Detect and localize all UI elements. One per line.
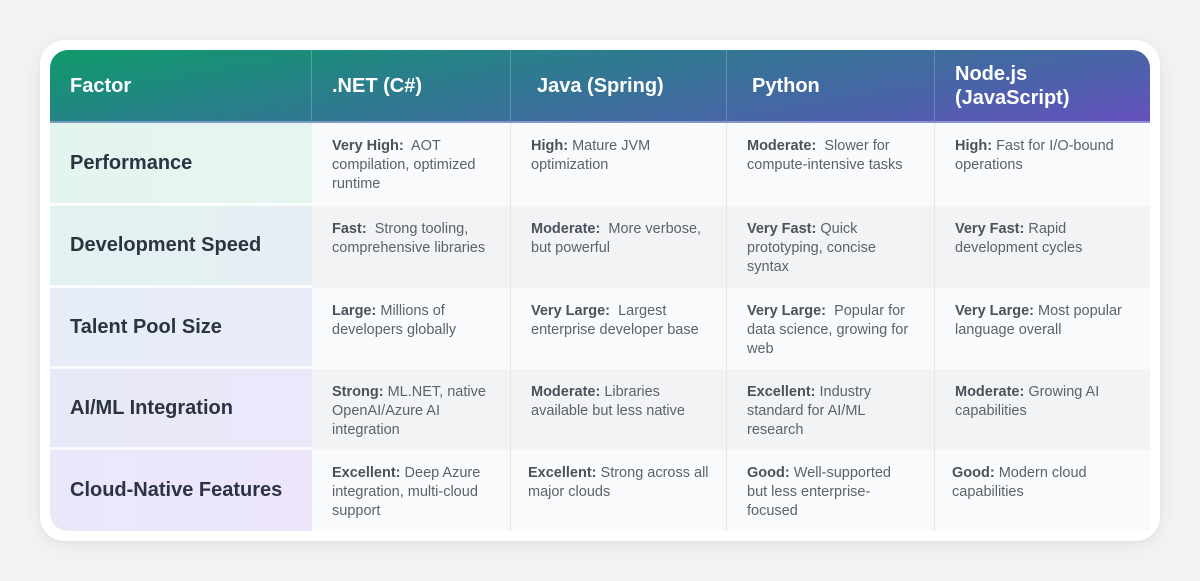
table-cell: Very Large: Popular for data science, gr…	[727, 288, 935, 369]
factor-ai-ml-integration: AI/ML Integration	[50, 369, 312, 450]
header-nodejs-label: Node.js (JavaScript)	[955, 62, 1070, 109]
table-cell: Strong: ML.NET, native OpenAI/Azure AI i…	[312, 369, 511, 450]
rating-label: Very Large:	[747, 303, 826, 319]
rating-label: Very Fast:	[955, 221, 1025, 237]
cell-text: Popular for data science, growing for we…	[747, 303, 909, 357]
table-cell: Moderate: Slower for compute-intensive t…	[727, 123, 935, 206]
rating-label: Very Fast:	[747, 221, 817, 237]
table-cell: Excellent: Industry standard for AI/ML r…	[727, 369, 935, 450]
header-python: Python	[727, 50, 935, 123]
table-cell: Good: Well-supported but less enterprise…	[727, 450, 935, 531]
rating-label: Good:	[747, 465, 790, 481]
cell-text: Quick prototyping, concise syntax	[747, 221, 876, 275]
header-nodejs: Node.js (JavaScript)	[935, 50, 1150, 123]
table-cell: Very High: AOT compilation, optimized ru…	[312, 123, 511, 206]
cell-text: Slower for compute-intensive tasks	[747, 138, 903, 173]
table-cell: High: Fast for I/O-bound operations	[935, 123, 1150, 206]
table-cell: Moderate: Growing AI capabilities	[935, 369, 1150, 450]
cell-text: More verbose, but powerful	[531, 221, 702, 256]
table-cell: Very Fast: Quick prototyping, concise sy…	[727, 206, 935, 288]
header-dotnet: .NET (C#)	[312, 50, 511, 123]
factor-performance: Performance	[50, 123, 312, 206]
rating-label: Moderate:	[747, 138, 817, 154]
rating-label: Fast:	[332, 221, 367, 237]
cell-text: Growing AI capabilities	[955, 384, 1100, 419]
table-cell: Excellent: Deep Azure integration, multi…	[312, 450, 511, 531]
cell-text: Strong tooling, comprehensive libraries	[332, 221, 486, 256]
rating-label: High:	[531, 138, 569, 154]
cell-text: Most popular language overall	[955, 303, 1122, 338]
cell-text: Rapid development cycles	[955, 221, 1083, 256]
header-gradient	[50, 50, 1150, 123]
rating-label: Excellent:	[332, 465, 401, 481]
rating-label: Excellent:	[747, 384, 816, 400]
rating-label: Strong:	[332, 384, 384, 400]
table-cell: Excellent: Strong across all major cloud…	[511, 450, 727, 531]
rating-label: Large:	[332, 303, 377, 319]
cell-text: Strong across all major clouds	[528, 465, 709, 500]
comparison-table: Factor .NET (C#) Java (Spring) Python No…	[50, 50, 1150, 531]
cell-text: Mature JVM optimization	[531, 138, 651, 173]
cell-text: Deep Azure integration, multi-cloud supp…	[332, 465, 481, 519]
rating-label: High:	[955, 138, 993, 154]
cell-text: Modern cloud capabilities	[952, 465, 1087, 500]
header-java: Java (Spring)	[511, 50, 727, 123]
table-cell: Moderate: Libraries available but less n…	[511, 369, 727, 450]
table-cell: Fast: Strong tooling, comprehensive libr…	[312, 206, 511, 288]
cell-text: Well-supported but less enterprise-focus…	[747, 465, 891, 519]
factor-development-speed: Development Speed	[50, 206, 312, 288]
cell-text: Largest enterprise developer base	[531, 303, 699, 338]
table-cell: Very Large: Largest enterprise developer…	[511, 288, 727, 369]
rating-label: Very High:	[332, 138, 404, 154]
rating-label: Moderate:	[955, 384, 1025, 400]
table-cell: Very Large: Most popular language overal…	[935, 288, 1150, 369]
rating-label: Excellent:	[528, 465, 597, 481]
table-cell: Very Fast: Rapid development cycles	[935, 206, 1150, 288]
table-cell: Good: Modern cloud capabilities	[935, 450, 1150, 531]
table-cell: Large: Millions of developers globally	[312, 288, 511, 369]
rating-label: Moderate:	[531, 221, 601, 237]
factor-talent-pool-size: Talent Pool Size	[50, 288, 312, 369]
rating-label: Moderate:	[531, 384, 601, 400]
cell-text: Millions of developers globally	[332, 303, 457, 338]
cell-text: Fast for I/O-bound operations	[955, 138, 1114, 173]
header-factor: Factor	[50, 50, 312, 123]
cell-text: Libraries available but less native	[531, 384, 685, 419]
cell-text: ML.NET, native OpenAI/Azure AI integrati…	[332, 384, 486, 438]
cell-text: Industry standard for AI/ML research	[747, 384, 872, 438]
rating-label: Very Large:	[955, 303, 1034, 319]
table-cell: High: Mature JVM optimization	[511, 123, 727, 206]
rating-label: Good:	[952, 465, 995, 481]
factor-cloud-native-features: Cloud-Native Features	[50, 450, 312, 531]
table-cell: Moderate: More verbose, but powerful	[511, 206, 727, 288]
cell-text: AOT compilation, optimized runtime	[332, 138, 476, 192]
rating-label: Very Large:	[531, 303, 610, 319]
